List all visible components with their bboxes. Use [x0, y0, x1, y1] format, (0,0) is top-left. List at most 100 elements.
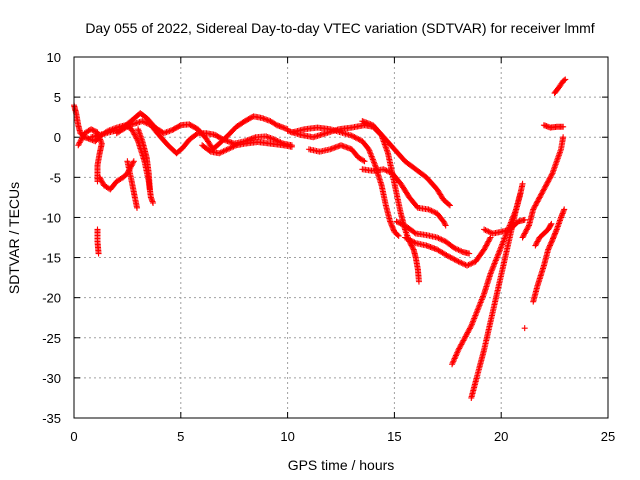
data-point [441, 219, 448, 226]
data-point [383, 167, 390, 174]
data-point [458, 248, 465, 255]
data-point [99, 179, 106, 186]
data-point [217, 149, 224, 156]
data-point [450, 358, 457, 365]
data-point [548, 238, 555, 245]
data-point [411, 239, 418, 246]
series-track-3 [94, 226, 102, 257]
data-point [456, 259, 463, 266]
data-point [547, 241, 554, 248]
data-point [534, 238, 541, 245]
data-point [542, 183, 549, 190]
data-point [517, 190, 524, 197]
data-point [139, 118, 146, 125]
data-point [546, 243, 553, 250]
data-point [438, 236, 445, 243]
data-point [355, 136, 362, 143]
data-point [455, 246, 462, 253]
y-tick-label: 10 [47, 50, 61, 65]
data-point [80, 132, 87, 139]
y-tick-label: 5 [54, 90, 61, 105]
series-track-5 [124, 158, 141, 211]
data-point [406, 236, 413, 243]
data-point [354, 135, 361, 142]
data-point [539, 189, 546, 196]
data-point [483, 227, 490, 234]
data-point [77, 138, 84, 145]
data-point [464, 262, 471, 269]
data-point [545, 177, 552, 184]
data-point [461, 336, 468, 343]
y-tick-label: -35 [42, 411, 61, 426]
data-point [223, 146, 230, 153]
data-point [530, 206, 537, 213]
data-point [427, 207, 433, 214]
data-point [533, 199, 540, 206]
data-point [456, 345, 463, 352]
data-point [481, 226, 488, 233]
data-point [79, 134, 86, 141]
data-point [464, 330, 471, 337]
data-point [409, 243, 416, 250]
data-point [361, 158, 368, 165]
data-point [562, 76, 569, 83]
data-point [538, 191, 545, 198]
series-track-23 [540, 122, 567, 131]
series-track-21 [530, 206, 568, 305]
data-point [95, 250, 102, 257]
data-point [547, 242, 554, 249]
data-point [524, 225, 531, 232]
data-point [540, 187, 547, 194]
data-point [487, 234, 494, 241]
data-point [130, 159, 137, 166]
data-point [150, 200, 157, 207]
data-point [431, 209, 438, 216]
y-tick-label: -15 [42, 251, 61, 266]
data-point [468, 260, 475, 267]
data-point [132, 132, 139, 139]
x-tick-label: 10 [280, 429, 294, 444]
x-axis-label: GPS time / hours [288, 457, 395, 473]
y-tick-label: -10 [42, 210, 61, 225]
series-track-22 [532, 220, 555, 249]
data-point [425, 206, 432, 213]
data-point [143, 120, 150, 127]
data-point [407, 237, 414, 244]
data-point [547, 174, 554, 181]
series-track-25 [521, 325, 528, 332]
data-point [221, 147, 228, 154]
data-point [545, 245, 552, 252]
data-point [131, 131, 138, 138]
data-point [532, 202, 539, 209]
data-point [458, 259, 465, 266]
data-point [90, 127, 97, 134]
x-tick-label: 25 [601, 429, 615, 444]
data-point [404, 235, 411, 242]
data-point [229, 144, 236, 151]
data-point [521, 230, 528, 237]
data-point [452, 245, 459, 252]
data-point [545, 246, 552, 253]
data-point [538, 190, 545, 197]
data-point [531, 203, 538, 210]
data-point [428, 207, 435, 214]
data-point [125, 122, 132, 129]
series-track-11 [288, 124, 402, 239]
y-tick-label: -5 [49, 170, 61, 185]
data-point [534, 198, 541, 205]
data-point [91, 128, 98, 135]
data-point [448, 255, 455, 262]
data-point [449, 359, 456, 366]
data-point [523, 226, 530, 233]
data-point [530, 205, 537, 212]
data-point [548, 171, 555, 178]
data-point [521, 216, 528, 223]
data-point [398, 221, 405, 228]
data-point [130, 128, 137, 135]
data-point [98, 178, 105, 185]
data-point [224, 146, 231, 153]
data-point [394, 219, 401, 226]
data-point [548, 172, 555, 179]
data-point [140, 118, 147, 125]
data-point [461, 261, 468, 268]
